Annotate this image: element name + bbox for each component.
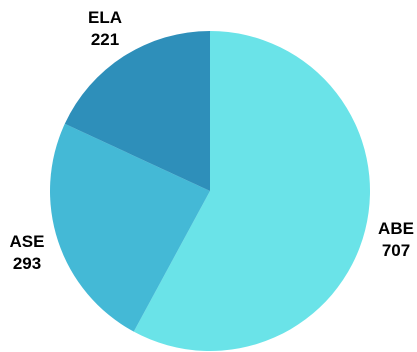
slices-layer (50, 31, 371, 351)
slice-label-abe: ABE (378, 219, 414, 238)
labels-layer: ABE 707 ASE 293 ELA 221 (10, 8, 414, 273)
slice-value-ase: 293 (13, 254, 41, 273)
pie-slice-ela (64, 31, 210, 191)
slice-label-ela: ELA (88, 8, 122, 27)
slice-value-abe: 707 (382, 241, 410, 260)
slice-value-ela: 221 (91, 30, 119, 49)
slice-label-ase: ASE (10, 232, 45, 251)
pie-slice-ase (50, 123, 210, 332)
pie-slice-abe (133, 31, 371, 351)
